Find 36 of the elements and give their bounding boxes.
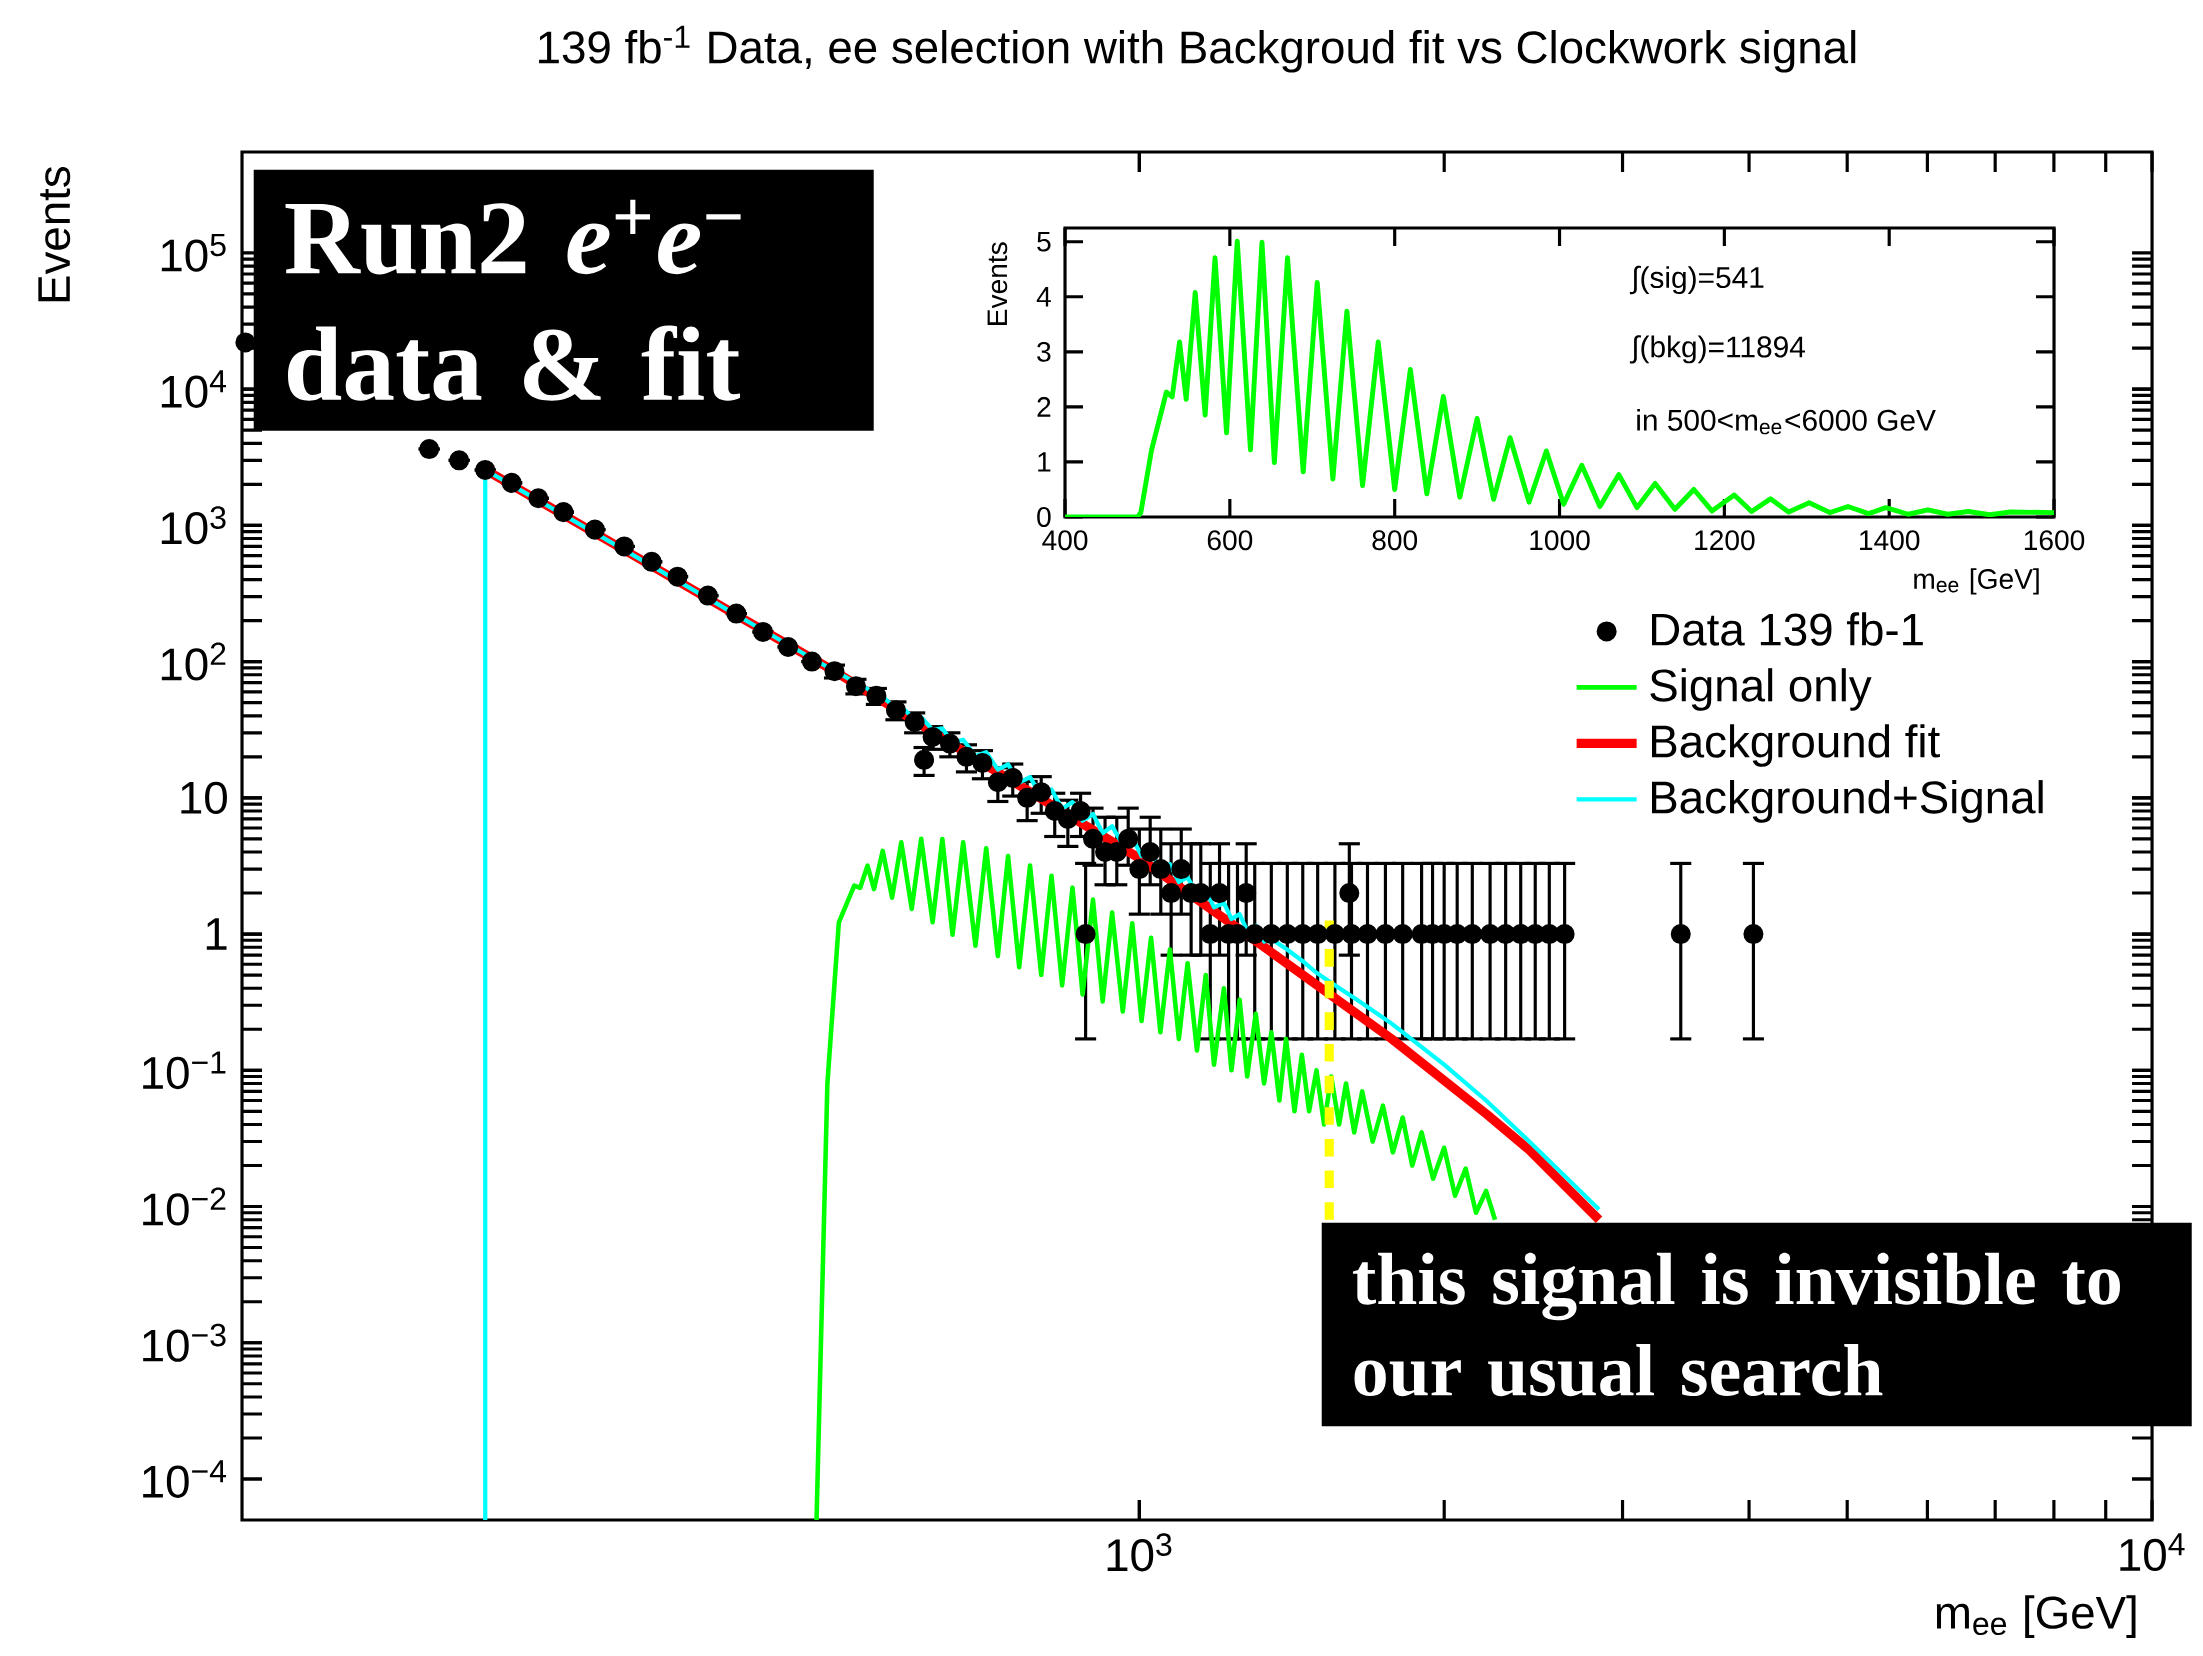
y-tick-label: 0	[1037, 507, 1051, 527]
y-tick-label: 10$^{−1}$	[143, 1051, 226, 1090]
y-tick-label: 10$^{5}$	[161, 233, 226, 272]
x-tick-label: 1200	[1695, 530, 1755, 551]
y-tick-label: 10$^{2}$	[161, 642, 226, 681]
y-tick-label: 10$^{−2}$	[143, 1187, 226, 1226]
legend-label: Data 139 fb-1	[1651, 612, 1923, 646]
x-tick-label: 1000	[1530, 530, 1590, 551]
annotation: ∫(sig)=541	[1629, 265, 1764, 295]
y-tick-label: 10$^{4}$	[161, 370, 227, 408]
y-tick-label: 4	[1036, 287, 1051, 307]
y-tick-label: 3	[1037, 341, 1051, 362]
y-tick-label: 1	[206, 918, 227, 950]
legend-label: Background+Signal	[1651, 780, 2043, 823]
y-tick-label: 10$^{−3}$	[143, 1323, 226, 1362]
x-tick-label: 1400	[1860, 530, 1920, 551]
annotation: in 500<m$_{ee}$<6000 GeV	[1637, 408, 1936, 435]
annotation: this signal is invisible to our usual search	[1352, 1252, 2120, 1397]
y-axis-title: Events	[987, 242, 1008, 325]
y-tick-label: 1	[1038, 452, 1051, 472]
y-tick-label: 5	[1037, 231, 1051, 252]
x-tick-label: 400	[1042, 530, 1088, 551]
x-tick-label: 600	[1207, 530, 1253, 551]
y-tick-label: 10$^{−4}$	[143, 1460, 227, 1498]
annotation: ∫(bkg)=11894	[1629, 335, 1805, 364]
chart-title: 139 fb$^{-1}$ Data, ee selection with Backgroud fit vs Clockwork signal	[539, 25, 1856, 73]
y-tick-label: 2	[1037, 397, 1051, 417]
x-tick-label: 1600	[2024, 530, 2085, 551]
legend-label: Signal only	[1650, 668, 1872, 711]
y-axis-title: Events	[38, 166, 71, 302]
legend-label: Background fit	[1651, 724, 1940, 767]
text: Run2 e$^{+}$e$^{−}$ data & fit	[285, 199, 741, 401]
x-axis-title: m$_{ee}$ [GeV]	[1936, 1595, 2136, 1638]
x-axis-title: m$_{ee}$ [GeV]	[1914, 568, 2039, 595]
y-tick-label: 10	[181, 781, 227, 814]
x-tick-label: 800	[1372, 530, 1418, 551]
